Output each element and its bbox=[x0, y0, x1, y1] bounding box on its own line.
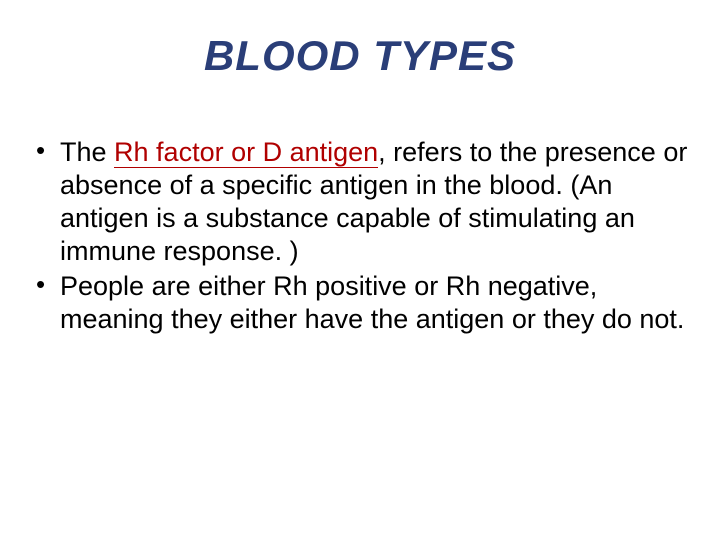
bullet-list: The Rh factor or D antigen, refers to th… bbox=[28, 136, 692, 336]
bullet-item: People are either Rh positive or Rh nega… bbox=[28, 270, 692, 336]
slide: BLOOD TYPES The Rh factor or D antigen, … bbox=[0, 0, 720, 540]
bullet-text-pre: The bbox=[60, 137, 114, 167]
slide-title: BLOOD TYPES bbox=[28, 32, 692, 80]
bullet-item: The Rh factor or D antigen, refers to th… bbox=[28, 136, 692, 268]
bullet-text-post: People are either Rh positive or Rh nega… bbox=[60, 271, 684, 334]
bullet-highlight: Rh factor or D antigen bbox=[114, 137, 378, 168]
